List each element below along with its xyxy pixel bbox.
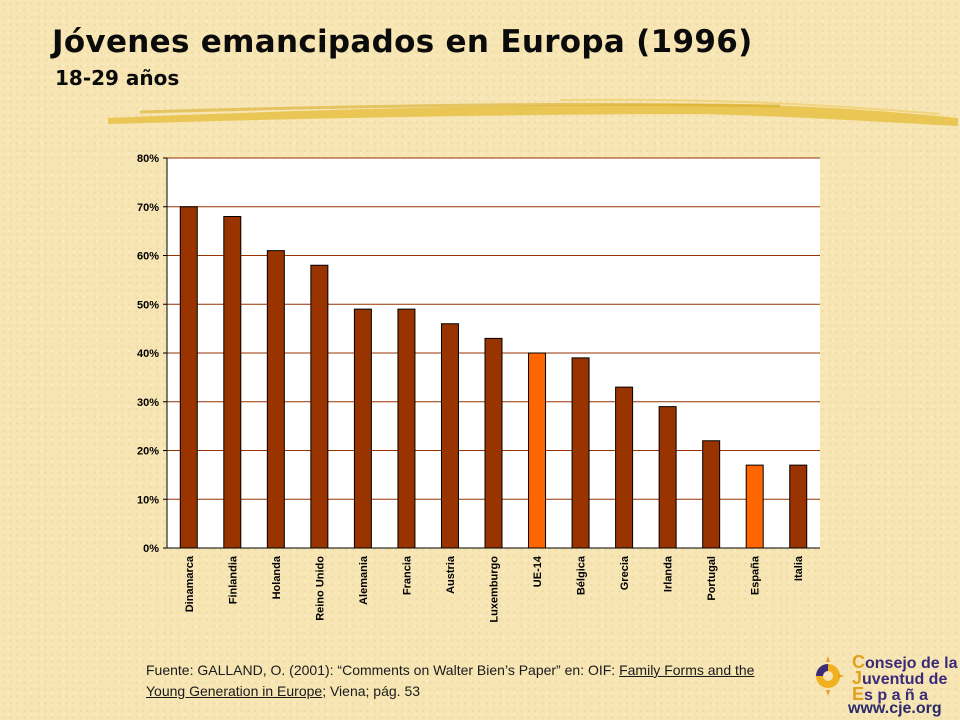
source-citation: Fuente: GALLAND, O. (2001): “Comments on… — [146, 660, 756, 702]
bar — [397, 308, 416, 549]
y-tick-label: 10% — [137, 494, 159, 506]
x-tick-label: Irlanda — [663, 555, 675, 592]
x-tick-label: Grecia — [619, 555, 631, 590]
y-tick-label: 40% — [137, 348, 159, 360]
y-tick-label: 0% — [143, 543, 159, 555]
bar — [440, 323, 459, 549]
bar — [528, 352, 547, 549]
brush-stroke-divider — [108, 98, 958, 126]
logo-rest-2: uventud de — [862, 671, 948, 688]
source-book-link[interactable]: Family Forms and the Young Generation in… — [146, 662, 755, 699]
bar — [658, 406, 677, 549]
bar — [745, 464, 764, 549]
y-tick-label: 70% — [137, 202, 159, 214]
x-tick-label: Francia — [401, 555, 413, 595]
bar — [353, 308, 372, 549]
x-tick-label: Luxemburgo — [489, 556, 501, 623]
x-tick-label: Austria — [445, 555, 457, 594]
x-tick-label: Dinamarca — [184, 555, 196, 612]
logo-line-2: Juventud de — [852, 668, 947, 689]
y-tick-label: 80% — [137, 153, 159, 165]
logo-rest-3: s p a ñ a — [864, 687, 929, 704]
logo-url[interactable]: www.cje.org — [848, 700, 942, 717]
x-tick-label: Italia — [793, 555, 805, 581]
page-subtitle: 18-29 años — [55, 66, 180, 90]
y-tick-label: 50% — [137, 299, 159, 311]
logo-line-1: Consejo de la — [852, 652, 957, 673]
bar — [702, 440, 721, 549]
logo-cap-2: J — [852, 668, 863, 688]
source-prefix: Fuente: GALLAND, O. (2001): “Comments on… — [146, 662, 620, 678]
x-tick-label: Portugal — [706, 556, 718, 601]
bar — [484, 337, 503, 549]
bar — [789, 464, 808, 549]
logo-cap-1: C — [852, 652, 865, 672]
logo-cap-3: E — [852, 684, 865, 704]
x-tick-label: Alemania — [358, 555, 370, 605]
bar — [266, 250, 285, 549]
y-tick-label: 60% — [137, 251, 159, 263]
bar — [571, 357, 590, 549]
x-tick-label: UE-14 — [532, 555, 544, 587]
x-tick-label: Holanda — [271, 555, 283, 599]
bar — [310, 264, 329, 549]
sun-emblem-icon — [816, 656, 844, 696]
x-tick-label: Finlandia — [227, 555, 239, 604]
x-tick-label: España — [750, 555, 762, 595]
bar — [223, 216, 242, 549]
bar — [179, 206, 198, 549]
bar — [615, 386, 634, 549]
logo-rest-1: onsejo de la — [865, 655, 958, 672]
cje-logo: Consejo de la Juventud de Es p a ñ a www… — [806, 650, 960, 720]
x-tick-label: Bélgica — [576, 555, 588, 595]
y-tick-label: 20% — [137, 446, 159, 458]
bar-chart: 0% 10% 20% 30% 40% 50% 60% 70% 80% Dinamarca Finla… — [137, 153, 820, 623]
page-title: Jóvenes emancipados en Europa (1996) — [52, 24, 753, 60]
source-suffix: ; Viena; pág. 53 — [322, 683, 421, 699]
x-tick-label: Reino Unido — [314, 556, 326, 621]
y-tick-label: 30% — [137, 397, 159, 409]
logo-line-3: Es p a ñ a — [852, 684, 928, 705]
